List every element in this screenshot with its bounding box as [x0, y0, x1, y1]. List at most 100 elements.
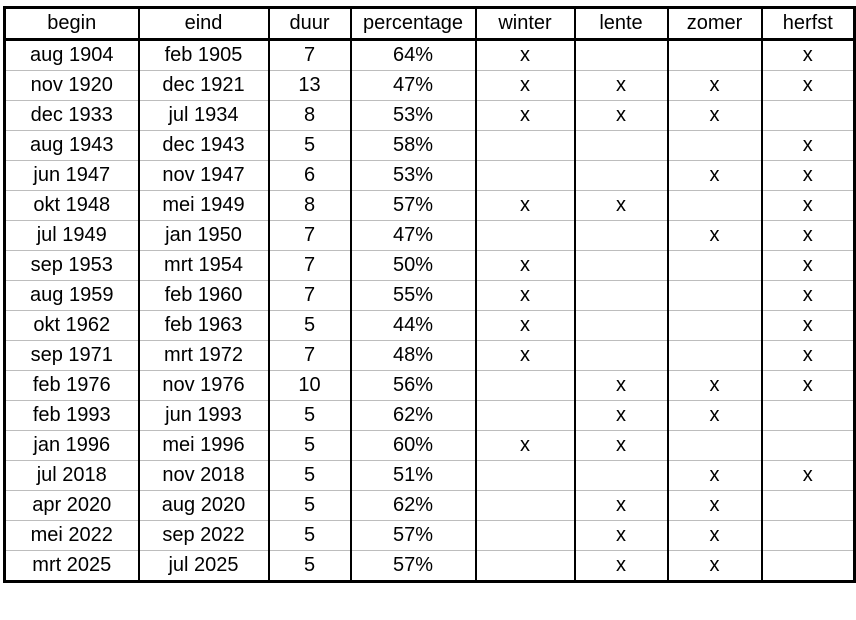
cell-eind[interactable]: mrt 1972 — [138, 340, 270, 371]
cell-herfst[interactable] — [761, 490, 855, 521]
cell-duur[interactable]: 7 — [268, 220, 352, 251]
cell-duur[interactable]: 8 — [268, 100, 352, 131]
cell-lente[interactable] — [574, 250, 669, 281]
header-percentage[interactable]: percentage — [350, 7, 477, 41]
cell-winter[interactable] — [475, 370, 576, 401]
header-begin[interactable]: begin — [4, 7, 140, 41]
cell-begin[interactable]: sep 1953 — [4, 250, 140, 281]
cell-lente[interactable]: x — [574, 520, 669, 551]
cell-lente[interactable]: x — [574, 490, 669, 521]
cell-herfst[interactable] — [761, 430, 855, 461]
cell-zomer[interactable]: x — [667, 160, 763, 191]
cell-lente[interactable] — [574, 460, 669, 491]
cell-begin[interactable]: aug 1904 — [4, 39, 140, 71]
cell-zomer[interactable]: x — [667, 220, 763, 251]
cell-herfst[interactable] — [761, 400, 855, 431]
cell-lente[interactable] — [574, 310, 669, 341]
cell-begin[interactable]: feb 1993 — [4, 400, 140, 431]
cell-percentage[interactable]: 44% — [350, 310, 477, 341]
cell-winter[interactable]: x — [475, 190, 576, 221]
cell-winter[interactable] — [475, 130, 576, 161]
cell-winter[interactable]: x — [475, 39, 576, 71]
cell-lente[interactable]: x — [574, 190, 669, 221]
cell-duur[interactable]: 7 — [268, 340, 352, 371]
cell-begin[interactable]: mrt 2025 — [4, 550, 140, 582]
cell-winter[interactable] — [475, 520, 576, 551]
cell-begin[interactable]: jan 1996 — [4, 430, 140, 461]
cell-zomer[interactable] — [667, 280, 763, 311]
cell-percentage[interactable]: 47% — [350, 70, 477, 101]
cell-duur[interactable]: 5 — [268, 490, 352, 521]
cell-winter[interactable] — [475, 160, 576, 191]
cell-zomer[interactable] — [667, 430, 763, 461]
cell-winter[interactable]: x — [475, 310, 576, 341]
cell-eind[interactable]: mrt 1954 — [138, 250, 270, 281]
cell-begin[interactable]: feb 1976 — [4, 370, 140, 401]
cell-begin[interactable]: okt 1948 — [4, 190, 140, 221]
cell-zomer[interactable]: x — [667, 550, 763, 582]
cell-zomer[interactable] — [667, 250, 763, 281]
cell-begin[interactable]: dec 1933 — [4, 100, 140, 131]
cell-winter[interactable]: x — [475, 100, 576, 131]
cell-percentage[interactable]: 62% — [350, 400, 477, 431]
cell-herfst[interactable]: x — [761, 130, 855, 161]
cell-winter[interactable]: x — [475, 250, 576, 281]
cell-lente[interactable] — [574, 340, 669, 371]
cell-duur[interactable]: 5 — [268, 520, 352, 551]
cell-begin[interactable]: jul 2018 — [4, 460, 140, 491]
cell-zomer[interactable]: x — [667, 370, 763, 401]
cell-eind[interactable]: jun 1993 — [138, 400, 270, 431]
cell-percentage[interactable]: 56% — [350, 370, 477, 401]
cell-eind[interactable]: jul 1934 — [138, 100, 270, 131]
cell-winter[interactable]: x — [475, 430, 576, 461]
cell-eind[interactable]: nov 2018 — [138, 460, 270, 491]
cell-winter[interactable] — [475, 460, 576, 491]
header-herfst[interactable]: herfst — [761, 7, 855, 41]
cell-duur[interactable]: 6 — [268, 160, 352, 191]
cell-herfst[interactable]: x — [761, 190, 855, 221]
cell-percentage[interactable]: 60% — [350, 430, 477, 461]
cell-duur[interactable]: 5 — [268, 460, 352, 491]
cell-lente[interactable] — [574, 160, 669, 191]
cell-herfst[interactable]: x — [761, 280, 855, 311]
cell-eind[interactable]: feb 1905 — [138, 39, 270, 71]
cell-eind[interactable]: feb 1963 — [138, 310, 270, 341]
cell-eind[interactable]: mei 1949 — [138, 190, 270, 221]
cell-lente[interactable] — [574, 220, 669, 251]
cell-zomer[interactable] — [667, 190, 763, 221]
cell-begin[interactable]: aug 1959 — [4, 280, 140, 311]
cell-winter[interactable]: x — [475, 340, 576, 371]
cell-winter[interactable]: x — [475, 280, 576, 311]
cell-eind[interactable]: dec 1943 — [138, 130, 270, 161]
cell-herfst[interactable]: x — [761, 460, 855, 491]
cell-zomer[interactable]: x — [667, 520, 763, 551]
cell-zomer[interactable]: x — [667, 70, 763, 101]
cell-duur[interactable]: 7 — [268, 250, 352, 281]
cell-eind[interactable]: jul 2025 — [138, 550, 270, 582]
cell-eind[interactable]: aug 2020 — [138, 490, 270, 521]
cell-winter[interactable] — [475, 220, 576, 251]
cell-duur[interactable]: 5 — [268, 310, 352, 341]
cell-herfst[interactable]: x — [761, 160, 855, 191]
cell-begin[interactable]: okt 1962 — [4, 310, 140, 341]
cell-zomer[interactable] — [667, 39, 763, 71]
cell-lente[interactable]: x — [574, 70, 669, 101]
cell-lente[interactable] — [574, 280, 669, 311]
cell-duur[interactable]: 5 — [268, 130, 352, 161]
cell-begin[interactable]: mei 2022 — [4, 520, 140, 551]
cell-eind[interactable]: feb 1960 — [138, 280, 270, 311]
cell-lente[interactable]: x — [574, 550, 669, 582]
cell-herfst[interactable]: x — [761, 340, 855, 371]
cell-herfst[interactable]: x — [761, 370, 855, 401]
cell-percentage[interactable]: 57% — [350, 190, 477, 221]
cell-begin[interactable]: jun 1947 — [4, 160, 140, 191]
cell-zomer[interactable]: x — [667, 100, 763, 131]
cell-begin[interactable]: jul 1949 — [4, 220, 140, 251]
cell-lente[interactable] — [574, 39, 669, 71]
cell-herfst[interactable]: x — [761, 310, 855, 341]
cell-eind[interactable]: sep 2022 — [138, 520, 270, 551]
cell-duur[interactable]: 5 — [268, 400, 352, 431]
cell-percentage[interactable]: 64% — [350, 39, 477, 71]
cell-herfst[interactable] — [761, 550, 855, 582]
cell-percentage[interactable]: 48% — [350, 340, 477, 371]
